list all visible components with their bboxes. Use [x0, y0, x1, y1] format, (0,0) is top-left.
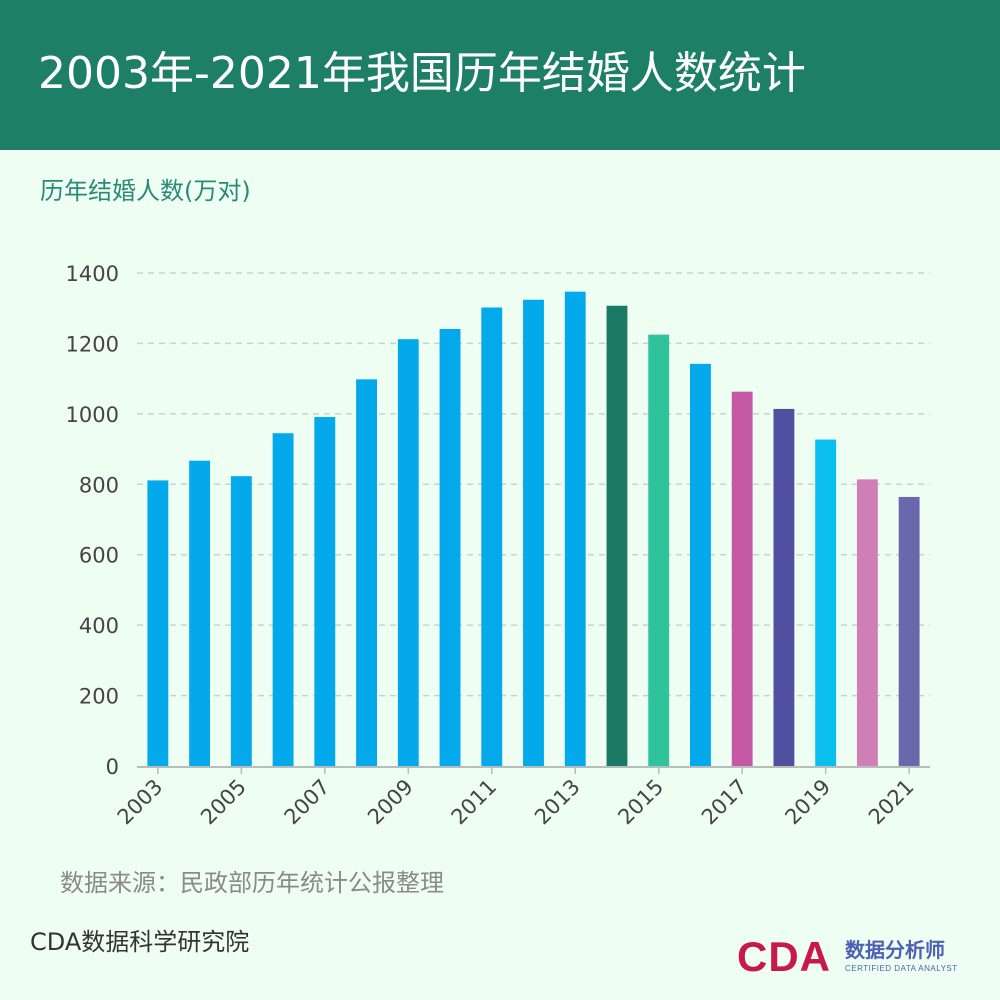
data-source-note: 数据来源：民政部历年统计公报整理 — [60, 869, 444, 897]
x-tick-label: 2017 — [697, 775, 752, 830]
bars — [147, 291, 920, 766]
y-tick-label: 200 — [79, 685, 119, 709]
y-axis-ticks: 0 200 400 600 800 1000 1200 1400 — [66, 262, 119, 779]
x-tick-label: 2003 — [113, 775, 168, 830]
bar-2013 — [564, 291, 586, 766]
y-tick-label: 1200 — [66, 332, 119, 356]
cda-logo: CDA 数据分析师 CERTIFIED DATA ANALYST — [737, 936, 967, 980]
bar-2007 — [314, 417, 336, 766]
bar-2015 — [648, 334, 670, 766]
bar-2008 — [356, 379, 377, 766]
logo-mark: CDA — [737, 933, 831, 980]
y-tick-label: 800 — [79, 473, 119, 497]
bar-2010 — [439, 328, 461, 766]
x-axis-ticks: 2003 2005 2007 2009 2011 2013 2015 2017 2019 2021 — [113, 767, 919, 829]
x-tick-label: 2009 — [363, 775, 418, 830]
y-tick-label: 1000 — [66, 403, 119, 427]
bar-2012 — [523, 299, 544, 766]
bar-2004 — [189, 460, 211, 766]
bar-2005 — [230, 476, 252, 766]
x-tick-label: 2021 — [864, 775, 919, 830]
x-tick-label: 2015 — [613, 775, 668, 830]
bar-2019 — [815, 439, 837, 766]
bar-2003 — [147, 480, 169, 766]
x-tick-label: 2019 — [780, 775, 835, 830]
y-axis-label: 历年结婚人数(万对) — [40, 177, 251, 205]
y-tick-label: 600 — [79, 544, 119, 568]
organization-name: CDA数据科学研究院 — [30, 928, 250, 956]
logo-english-text: CERTIFIED DATA ANALYST — [845, 964, 958, 973]
y-tick-label: 400 — [79, 614, 119, 638]
bar-2017 — [731, 391, 753, 766]
x-tick-label: 2011 — [447, 775, 502, 830]
bar-2016 — [690, 363, 711, 766]
bar-2006 — [272, 433, 294, 766]
y-tick-label: 0 — [106, 755, 119, 779]
bar-2011 — [481, 307, 503, 766]
x-tick-label: 2007 — [280, 775, 335, 830]
x-tick-label: 2005 — [196, 775, 251, 830]
bar-2018 — [773, 408, 795, 766]
logo-chinese-text: 数据分析师 — [845, 938, 945, 962]
x-tick-label: 2013 — [530, 775, 585, 830]
y-tick-label: 1400 — [66, 262, 119, 286]
chart-title: 2003年-2021年我国历年结婚人数统计 — [38, 48, 806, 99]
bar-2009 — [397, 339, 419, 766]
bar-2014 — [606, 305, 628, 766]
bar-2021 — [898, 496, 920, 766]
bar-2020 — [856, 479, 878, 766]
header-bar: 2003年-2021年我国历年结婚人数统计 — [0, 0, 1000, 150]
